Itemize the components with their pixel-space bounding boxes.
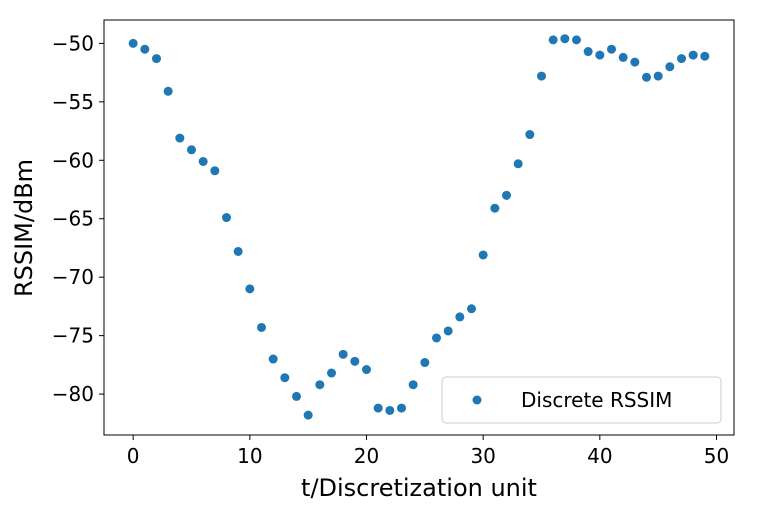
- data-point: [677, 54, 686, 64]
- y-tick-label: −60: [52, 148, 94, 172]
- data-point: [303, 410, 313, 420]
- data-point: [338, 349, 348, 359]
- data-point: [560, 34, 570, 44]
- data-point: [140, 44, 150, 54]
- data-point: [502, 190, 511, 200]
- data-point: [315, 380, 325, 390]
- data-point: [210, 166, 220, 176]
- y-axis-label: RSSIM/dBm: [10, 159, 38, 297]
- data-point: [222, 213, 231, 223]
- data-point: [408, 380, 418, 390]
- data-point: [152, 54, 161, 64]
- data-point: [478, 250, 488, 260]
- data-point: [397, 403, 406, 413]
- data-point: [688, 50, 698, 60]
- data-point: [128, 38, 138, 48]
- data-point: [327, 368, 336, 378]
- x-tick-label: 20: [354, 444, 379, 468]
- x-tick-label: 50: [704, 444, 729, 468]
- data-point: [187, 145, 196, 155]
- data-point: [420, 358, 430, 368]
- data-point: [618, 52, 628, 62]
- data-point: [572, 35, 581, 45]
- data-point: [490, 203, 500, 213]
- data-point: [630, 57, 640, 67]
- data-point: [443, 326, 453, 336]
- data-point: [455, 312, 465, 322]
- axis-ticks: 0 10 20 30 40 50 −80 −75 −70 −65 −60 −55 −50: [52, 31, 729, 468]
- y-tick-label: −55: [52, 90, 94, 114]
- data-point: [350, 356, 360, 366]
- data-point: [362, 365, 371, 375]
- data-point: [432, 333, 441, 343]
- data-point: [525, 130, 535, 140]
- y-tick-label: −65: [52, 207, 94, 231]
- y-tick-label: −50: [52, 31, 94, 55]
- data-point: [373, 403, 383, 413]
- data-point: [548, 35, 558, 45]
- data-point: [385, 405, 395, 415]
- x-tick-label: 40: [587, 444, 612, 468]
- data-point: [198, 156, 208, 166]
- legend-marker: [472, 395, 482, 405]
- data-point: [233, 246, 243, 256]
- y-tick-label: −70: [52, 265, 94, 289]
- y-tick-label: −80: [52, 382, 94, 406]
- data-point: [653, 71, 663, 81]
- data-point: [268, 354, 278, 364]
- legend-label: Discrete RSSIM: [521, 388, 672, 412]
- data-point: [595, 50, 605, 60]
- data-point: [642, 72, 651, 82]
- data-point: [292, 391, 301, 401]
- data-point: [700, 51, 710, 61]
- data-point: [583, 47, 593, 57]
- data-point: [175, 133, 185, 143]
- data-point: [607, 44, 616, 54]
- data-point: [163, 86, 173, 96]
- legend-box: [441, 376, 722, 424]
- data-point: [537, 71, 546, 81]
- x-tick-label: 0: [127, 444, 140, 468]
- legend: Discrete RSSIM: [441, 376, 722, 424]
- data-point: [467, 304, 476, 314]
- data-point: [665, 62, 675, 72]
- x-tick-label: 30: [470, 444, 495, 468]
- data-point: [280, 373, 290, 383]
- data-points: [128, 34, 710, 420]
- data-point: [245, 284, 255, 294]
- data-point: [513, 159, 523, 169]
- x-axis-label: t/Discretization unit: [301, 474, 537, 502]
- plot-frame: [103, 19, 735, 436]
- x-tick-label: 10: [237, 444, 262, 468]
- y-tick-label: −75: [52, 324, 94, 348]
- data-point: [257, 322, 266, 332]
